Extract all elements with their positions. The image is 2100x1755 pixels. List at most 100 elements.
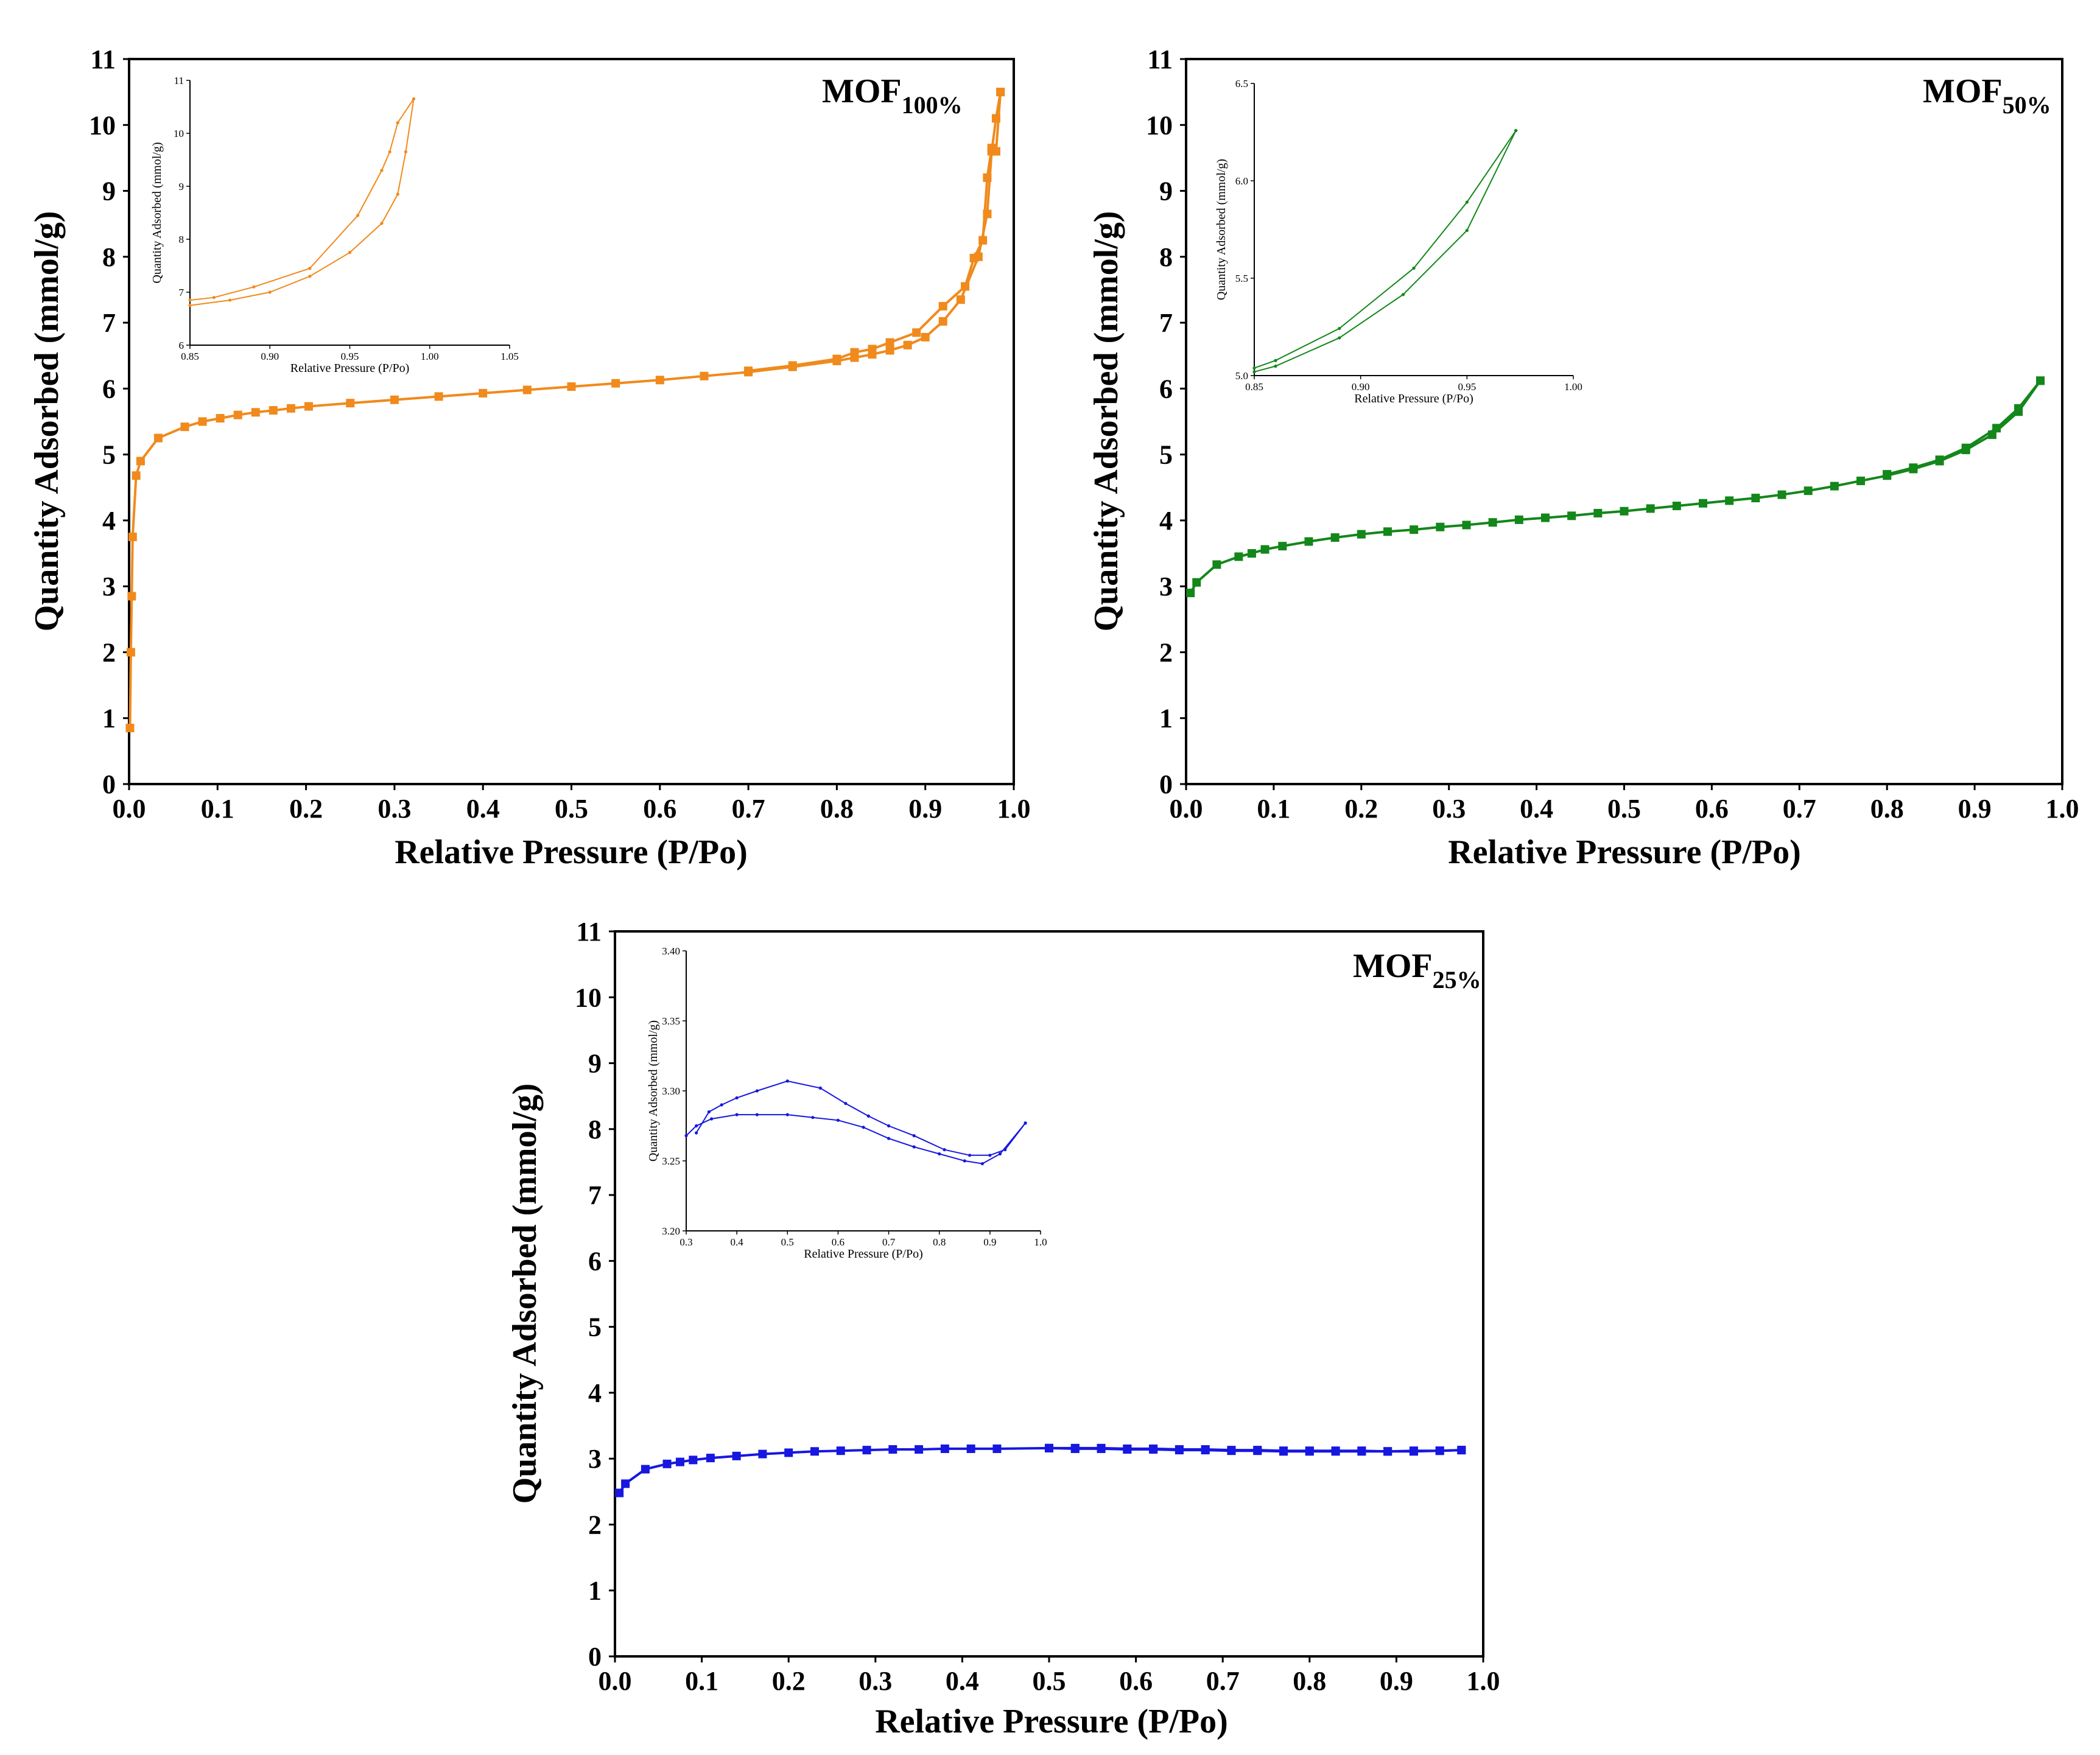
inset-y-tick-label: 3.35 [662, 1015, 680, 1027]
inset-data-point-adsorption [396, 192, 399, 196]
inset-y-tick-label: 5.5 [1235, 273, 1248, 284]
data-point-desorption [1409, 1446, 1418, 1455]
data-point-adsorption [1383, 527, 1392, 536]
inset-chart: 0.3 0.4 0.5 0.6 0.7 0.8 0.9 1.0 3.20 3.25 3.30 3.35… [647, 945, 1047, 1261]
data-point-desorption [832, 354, 841, 363]
data-point-desorption [1149, 1444, 1158, 1453]
data-point-adsorption [1672, 502, 1681, 511]
y-tick-label: 1 [588, 1576, 602, 1606]
data-point-adsorption [233, 410, 242, 419]
data-point-desorption [2014, 404, 2023, 413]
inset-data-point-adsorption [709, 1117, 714, 1121]
data-point-desorption [1435, 1446, 1444, 1455]
inset-data-point-desorption [1412, 266, 1416, 270]
inset-x-axis-title: Relative Pressure (P/Po) [804, 1247, 923, 1261]
data-point-desorption [1045, 1443, 1053, 1452]
x-axis-title: Relative Pressure (P/Po) [395, 833, 748, 871]
y-tick-label: 6 [102, 374, 116, 404]
y-tick-label: 11 [90, 44, 116, 74]
inset-data-point-adsorption [348, 251, 352, 254]
data-point-adsorption [903, 340, 912, 349]
data-point-adsorption [304, 402, 313, 411]
y-tick-label: 10 [1146, 110, 1173, 140]
inset-data-point-adsorption [684, 1134, 688, 1138]
data-point-adsorption [1192, 578, 1201, 587]
x-tick-label: 0.1 [201, 794, 234, 824]
inset-y-tick-label: 3.40 [662, 945, 680, 957]
inset-series-line-desorption [695, 1080, 1026, 1156]
inset-data-point-adsorption [938, 1152, 941, 1156]
inset-data-point-desorption [866, 1114, 870, 1118]
data-point-adsorption [1856, 476, 1866, 485]
data-point-desorption [996, 88, 1005, 97]
inset-chart: 0.85 0.90 0.95 1.00 5.0 5.5 6.0 6.5 Relative Pre… [1215, 78, 1582, 405]
data-point-adsorption [992, 1444, 1002, 1453]
y-tick-label: 11 [1147, 44, 1173, 74]
inset-x-tick-label: 0.90 [1352, 381, 1370, 393]
data-point-adsorption [1751, 494, 1760, 503]
data-point-adsorption [1330, 533, 1340, 542]
sample-label: MOF100% [822, 72, 963, 119]
inset-x-tick-label: 1.05 [500, 351, 519, 362]
inset-data-point-adsorption [308, 275, 312, 278]
inset-x-tick-label: 0.4 [731, 1236, 744, 1248]
data-point-adsorption [1699, 499, 1708, 508]
x-tick-label: 0.5 [1607, 794, 1641, 824]
inset-data-point-desorption [356, 214, 360, 217]
y-tick-label: 0 [588, 1642, 602, 1672]
data-point-adsorption [732, 1451, 741, 1460]
x-tick-label: 0.6 [1119, 1666, 1153, 1696]
x-tick-label: 0.2 [289, 794, 323, 824]
data-point-adsorption [1488, 518, 1497, 527]
y-axis-title: Quantity Adsorbed (mmol/g) [1087, 211, 1125, 632]
series-line-adsorption [1189, 380, 2042, 594]
data-point-desorption [1331, 1446, 1340, 1455]
x-tick-label: 0.7 [732, 794, 765, 824]
data-point-adsorption [1212, 560, 1221, 569]
data-point-adsorption [1777, 490, 1786, 499]
inset-data-point-adsorption [1465, 228, 1469, 233]
data-point-adsorption [940, 1444, 949, 1453]
x-tick-label: 0.7 [1206, 1666, 1240, 1696]
inset-y-axis-title: Quantity Adsorbed (mmol/g) [150, 142, 164, 283]
data-point-adsorption [390, 395, 399, 404]
x-tick-label: 0.5 [555, 794, 588, 824]
y-tick-label: 4 [588, 1378, 602, 1408]
data-point-adsorption [662, 1459, 672, 1468]
inset-x-tick-label: 0.5 [781, 1236, 794, 1248]
x-tick-label: 0.6 [643, 794, 676, 824]
y-tick-label: 9 [1159, 177, 1173, 206]
inset-data-point-desorption [308, 267, 312, 270]
data-point-desorption [1097, 1443, 1106, 1452]
data-point-desorption [983, 173, 992, 182]
y-tick-label: 9 [102, 177, 116, 206]
x-tick-label: 0.1 [685, 1666, 718, 1696]
plot-frame [1185, 58, 2063, 785]
inset-x-axis-title: Relative Pressure (P/Po) [290, 362, 410, 375]
inset-data-point-desorption [188, 298, 192, 302]
data-point-adsorption [198, 417, 207, 426]
data-point-adsorption [655, 376, 664, 385]
inset-data-point-desorption [912, 1134, 916, 1138]
data-point-desorption [1175, 1445, 1184, 1454]
data-point-adsorption [1436, 522, 1445, 531]
inset-x-tick-label: 0.3 [680, 1236, 692, 1248]
data-point-adsorption [1260, 545, 1269, 554]
inset-x-tick-label: 0.95 [341, 351, 359, 362]
chart-mof50: 0.0 0.1 0.2 0.3 0.4 0.5 0.6 0.7 0.8 0.9 1.00123456… [1087, 44, 2079, 871]
x-axis-title: Relative Pressure (P/Po) [1448, 833, 1801, 871]
data-point-adsorption [1620, 506, 1629, 516]
data-point-desorption [938, 302, 947, 311]
inset-data-point-desorption [943, 1148, 946, 1152]
x-tick-label: 0.6 [1695, 794, 1729, 824]
inset-series-line-desorption [189, 98, 415, 301]
x-tick-label: 0.2 [1344, 794, 1378, 824]
data-point-adsorption [1593, 508, 1603, 517]
data-point-adsorption [966, 1444, 975, 1453]
x-tick-label: 1.0 [2046, 794, 2079, 824]
inset-data-point-desorption [818, 1086, 822, 1090]
data-point-adsorption [128, 532, 137, 541]
data-point-adsorption [706, 1454, 715, 1463]
data-point-adsorption [125, 723, 135, 732]
data-point-adsorption [1540, 513, 1550, 522]
